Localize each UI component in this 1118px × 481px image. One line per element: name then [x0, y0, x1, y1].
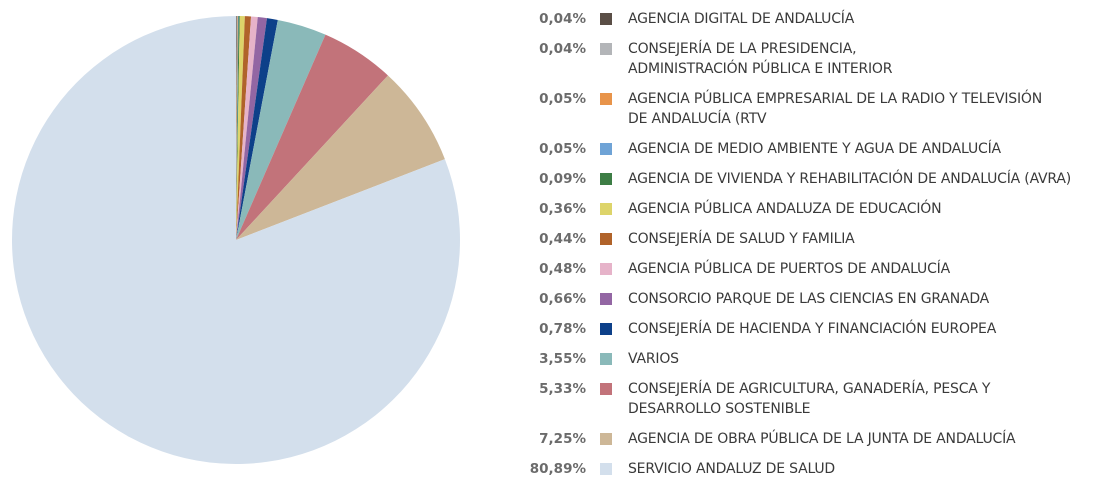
pie-slice	[236, 19, 326, 241]
legend-swatch	[600, 433, 612, 445]
legend-entry: 3,55% VARIOS	[500, 349, 1071, 369]
legend-entry: 0,09% AGENCIA DE VIVIENDA Y REHABILITACIÓ…	[500, 169, 1071, 189]
legend-entry: 0,36% AGENCIA PÚBLICA ANDALUZA DE EDUCACI…	[500, 199, 1071, 219]
legend-value: 0,04%	[539, 41, 586, 57]
legend-swatch	[600, 13, 612, 25]
pie-slice	[236, 18, 278, 241]
pie-slice	[236, 16, 245, 240]
legend-entry: 0,05% AGENCIA PÚBLICA EMPRESARIAL DE LA R…	[500, 89, 1071, 129]
legend-swatch	[600, 203, 612, 215]
pie-slice	[236, 16, 238, 241]
legend: 0,04% AGENCIA DIGITAL DE ANDALUCÍA 0,04% CO…	[500, 9, 1071, 479]
legend-entry: 5,33% CONSEJERÍA DE AGRICULTURA, GANADERÍ…	[500, 379, 1071, 419]
legend-swatch	[600, 263, 612, 275]
legend-swatch	[600, 93, 612, 105]
legend-swatch	[600, 383, 612, 395]
legend-swatch	[600, 43, 612, 55]
legend-label: AGENCIA PÚBLICA DE PUERTOS DE ANDALUCÍA	[628, 261, 950, 277]
legend-entry: 0,05% AGENCIA DE MEDIO AMBIENTE Y AGUA DE…	[500, 139, 1071, 159]
legend-value: 80,89%	[529, 461, 586, 477]
pie-chart	[11, 16, 460, 465]
legend-label: CONSEJERÍA DE HACIENDA Y FINANCIACIÓN EU…	[628, 321, 997, 337]
legend-label: AGENCIA DE VIVIENDA Y REHABILITACIÓN DE …	[628, 171, 1072, 187]
pie-slice	[236, 16, 252, 241]
legend-label: AGENCIA PÚBLICA ANDALUZA DE EDUCACIÓN	[628, 201, 942, 217]
pie-slice	[236, 75, 445, 240]
legend-swatch	[600, 173, 612, 185]
legend-entry: 7,25% AGENCIA DE OBRA PÚBLICA DE LA JUNTA…	[500, 429, 1071, 449]
legend-value: 3,55%	[539, 351, 586, 367]
legend-swatch	[600, 143, 612, 155]
legend-entry: 0,78% CONSEJERÍA DE HACIENDA Y FINANCIACI…	[500, 319, 1071, 339]
pie-slice	[236, 16, 239, 240]
pie-slice	[236, 16, 258, 240]
legend-swatch	[600, 293, 612, 305]
legend-label: VARIOS	[628, 351, 679, 367]
legend-label: AGENCIA PÚBLICA EMPRESARIAL DE LA RADIO …	[628, 91, 1043, 127]
legend-label: AGENCIA DIGITAL DE ANDALUCÍA	[628, 11, 855, 27]
pie-slice	[236, 16, 238, 241]
pie-slice	[236, 34, 388, 240]
legend-label: CONSORCIO PARQUE DE LAS CIENCIAS EN GRAN…	[628, 291, 990, 307]
pie-slice	[11, 16, 460, 465]
legend-value: 5,33%	[539, 381, 586, 397]
legend-entry: 0,66% CONSORCIO PARQUE DE LAS CIENCIAS EN…	[500, 289, 1071, 309]
legend-label: AGENCIA DE MEDIO AMBIENTE Y AGUA DE ANDA…	[628, 141, 1001, 157]
legend-label: SERVICIO ANDALUZ DE SALUD	[628, 461, 836, 477]
legend-value: 0,48%	[539, 261, 586, 277]
pie-slice	[236, 16, 240, 240]
legend-value: 0,66%	[539, 291, 586, 307]
legend-entry: 0,04% CONSEJERÍA DE LA PRESIDENCIA, ADMIN…	[500, 39, 1071, 79]
legend-value: 0,78%	[539, 321, 586, 337]
pie-slice	[236, 16, 237, 240]
legend-entry: 0,44% CONSEJERÍA DE SALUD Y FAMILIA	[500, 229, 1071, 249]
legend-entry: 0,48% AGENCIA PÚBLICA DE PUERTOS DE ANDAL…	[500, 259, 1071, 279]
legend-swatch	[600, 463, 612, 475]
legend-value: 0,44%	[539, 231, 586, 247]
legend-value: 0,04%	[539, 11, 586, 27]
legend-swatch	[600, 233, 612, 245]
pie-slice	[236, 17, 268, 240]
legend-entry: 0,04% AGENCIA DIGITAL DE ANDALUCÍA	[500, 9, 1071, 29]
legend-entry: 80,89% SERVICIO ANDALUZ DE SALUD	[500, 459, 1071, 479]
legend-swatch	[600, 323, 612, 335]
legend-label: CONSEJERÍA DE AGRICULTURA, GANADERÍA, PE…	[628, 381, 991, 417]
legend-value: 0,05%	[539, 91, 586, 107]
legend-label: CONSEJERÍA DE LA PRESIDENCIA, ADMINISTRA…	[628, 41, 893, 77]
legend-value: 0,09%	[539, 171, 586, 187]
legend-label: AGENCIA DE OBRA PÚBLICA DE LA JUNTA DE A…	[628, 431, 1016, 447]
legend-value: 7,25%	[539, 431, 586, 447]
legend-value: 0,36%	[539, 201, 586, 217]
legend-label: CONSEJERÍA DE SALUD Y FAMILIA	[628, 231, 855, 247]
legend-value: 0,05%	[539, 141, 586, 157]
legend-swatch	[600, 353, 612, 365]
